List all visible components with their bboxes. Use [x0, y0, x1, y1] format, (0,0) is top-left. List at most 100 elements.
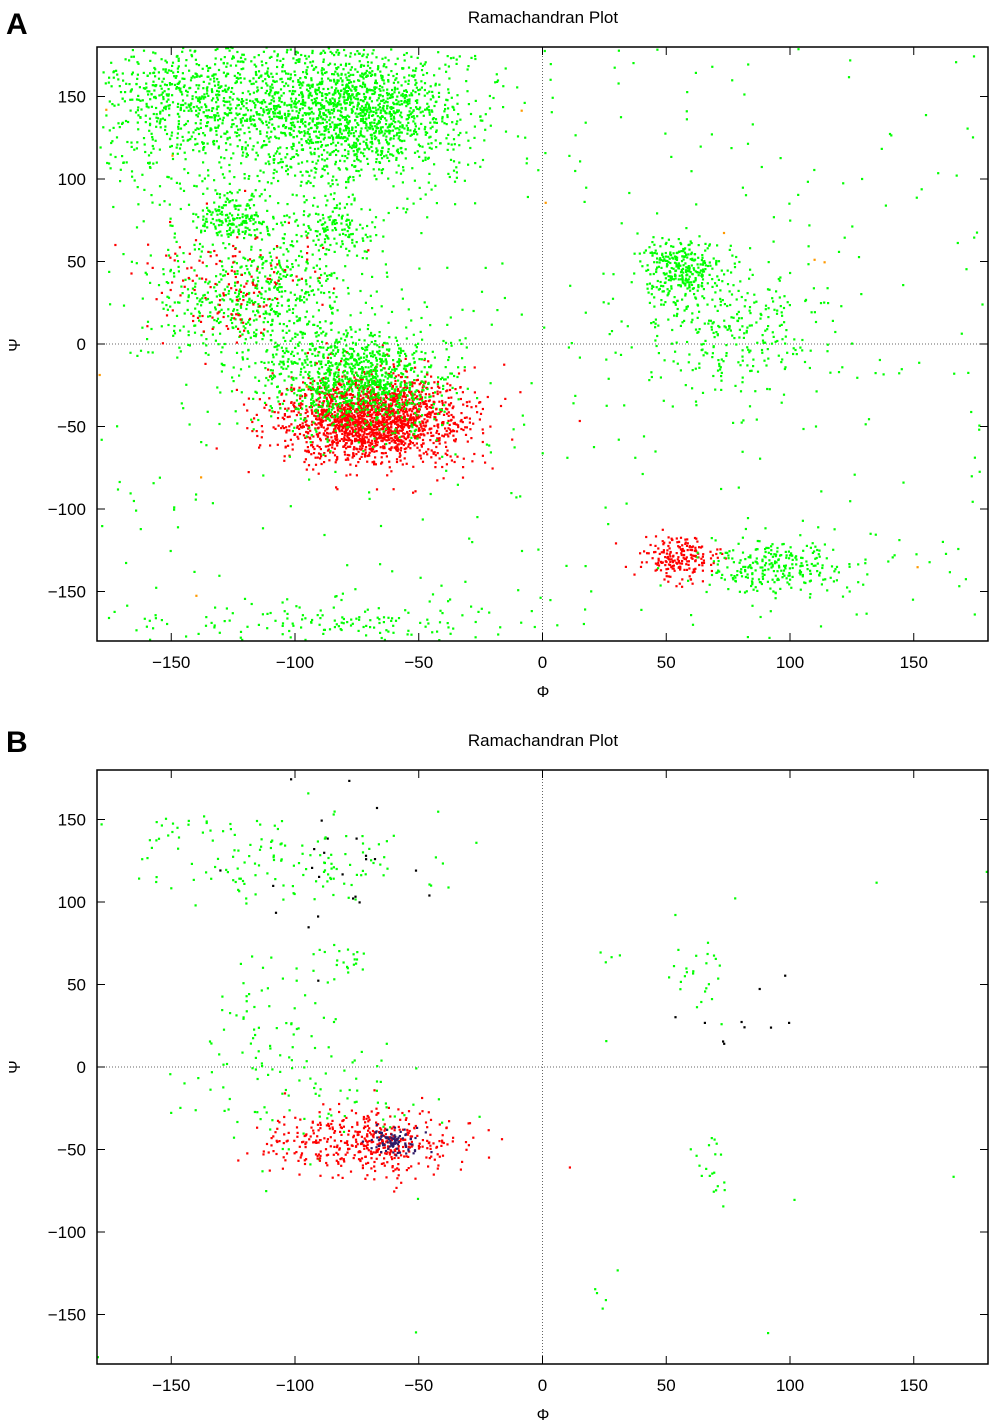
data-point-green	[347, 93, 351, 96]
data-point-green	[264, 310, 267, 313]
data-point-green	[201, 209, 204, 212]
data-point-green	[203, 293, 206, 297]
data-point-green	[153, 66, 156, 70]
data-point-green	[222, 62, 225, 65]
data-point-green	[336, 90, 339, 93]
data-point-green	[218, 218, 221, 221]
data-point-red	[359, 378, 362, 381]
data-point-red	[393, 441, 396, 444]
data-point-green	[136, 354, 139, 357]
data-point-green	[255, 214, 258, 217]
data-point-green	[205, 344, 208, 347]
data-point-red	[362, 403, 365, 406]
data-point-green	[176, 136, 179, 140]
data-point-green	[228, 212, 232, 215]
data-point-red	[401, 435, 404, 438]
data-point-green	[176, 67, 179, 70]
data-point-green	[346, 230, 349, 233]
data-point-green	[235, 107, 238, 110]
data-point-green	[328, 304, 332, 307]
data-point-red	[407, 445, 410, 448]
data-point-green	[356, 92, 359, 95]
data-point-green	[403, 76, 406, 79]
data-point-red	[321, 404, 324, 407]
data-point-green	[215, 133, 218, 136]
data-point-green	[374, 138, 377, 141]
data-point-green	[355, 94, 358, 97]
data-point-red	[303, 395, 307, 398]
data-point-green	[328, 119, 331, 122]
data-point-red	[404, 419, 407, 422]
data-point-green	[424, 193, 427, 196]
data-point-green	[269, 136, 272, 139]
data-point-green	[218, 280, 221, 284]
data-point-green	[261, 101, 264, 104]
data-point-green	[198, 174, 201, 177]
data-point-green	[479, 165, 482, 168]
data-point-green	[204, 352, 207, 355]
data-point-red	[335, 436, 338, 439]
data-point-green	[209, 78, 212, 81]
data-point-green	[428, 136, 431, 139]
data-point-green	[270, 117, 274, 121]
data-point-red	[307, 464, 311, 467]
data-point-green	[412, 120, 415, 123]
data-point-green	[372, 49, 375, 52]
data-point-red	[374, 436, 377, 439]
data-point-red	[306, 245, 309, 248]
data-point-red	[408, 430, 411, 433]
data-point-green	[367, 116, 370, 119]
data-point-green	[367, 126, 370, 129]
data-point-green	[158, 148, 161, 151]
data-point-red	[343, 436, 346, 439]
data-point-green	[244, 338, 247, 341]
data-point-green	[198, 319, 201, 322]
data-point-green	[342, 93, 345, 96]
data-point-green	[395, 158, 398, 161]
data-point-green	[315, 104, 318, 107]
data-point-green	[310, 138, 313, 141]
data-point-green	[456, 102, 459, 105]
data-point-green	[130, 145, 133, 148]
data-point-red	[422, 452, 425, 455]
data-point-green	[269, 274, 272, 277]
data-point-green	[164, 128, 167, 132]
data-point-red	[412, 491, 415, 494]
data-point-red	[211, 327, 214, 330]
data-point-green	[330, 102, 333, 106]
data-point-green	[363, 108, 366, 112]
data-point-green	[492, 96, 495, 100]
data-point-red	[445, 412, 449, 415]
data-point-green	[238, 217, 241, 220]
data-point-green	[394, 127, 397, 130]
data-point-green	[266, 67, 270, 70]
data-point-red	[361, 378, 364, 381]
data-point-red	[426, 420, 429, 423]
data-point-green	[307, 128, 310, 131]
data-point-green	[200, 304, 203, 307]
data-point-green	[248, 228, 251, 231]
data-point-green	[237, 213, 240, 216]
data-point-green	[232, 152, 235, 155]
data-point-green	[316, 83, 319, 86]
data-point-red	[357, 461, 360, 464]
data-point-green	[424, 158, 427, 161]
data-point-red	[432, 452, 435, 455]
data-point-green	[386, 130, 389, 133]
data-point-green	[269, 108, 273, 111]
data-point-green	[335, 51, 338, 54]
data-point-green	[251, 260, 254, 263]
data-point-green	[266, 280, 269, 284]
data-point-green	[205, 92, 209, 95]
data-point-green	[349, 221, 352, 224]
data-point-green	[307, 291, 310, 294]
data-point-green	[310, 64, 314, 67]
data-point-red	[481, 440, 484, 444]
data-point-green	[428, 172, 431, 175]
data-point-green	[144, 150, 147, 154]
data-point-red	[435, 431, 438, 434]
data-point-green	[267, 126, 270, 129]
data-point-green	[301, 107, 304, 110]
data-point-green	[333, 116, 336, 119]
data-point-green	[137, 62, 140, 65]
